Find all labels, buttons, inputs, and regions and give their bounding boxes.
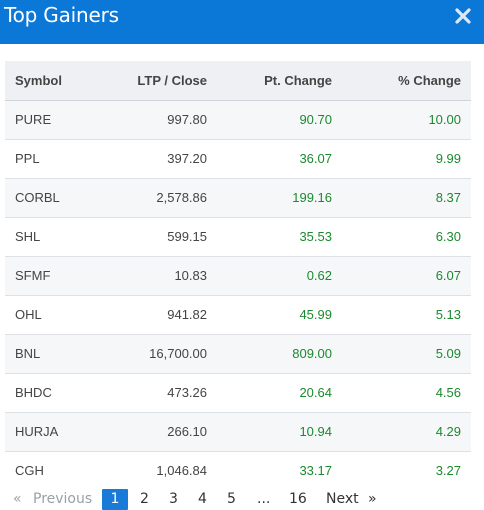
ltp-cell: 1,046.84 xyxy=(156,463,207,479)
close-icon[interactable] xyxy=(454,7,472,25)
table-row[interactable]: PURE 997.80 90.70 10.00 xyxy=(5,100,471,139)
pct-change-cell: 3.27 xyxy=(435,463,461,479)
pt-change-cell: 33.17 xyxy=(299,463,332,479)
first-page-button[interactable]: « xyxy=(13,491,22,507)
pct-change-cell: 5.09 xyxy=(435,346,461,361)
pct-change-cell: 9.99 xyxy=(435,151,461,166)
pt-change-cell: 10.94 xyxy=(299,424,332,439)
page-button-5[interactable]: 5 xyxy=(227,491,236,507)
pt-change-cell: 45.99 xyxy=(299,307,332,322)
ltp-cell: 941.82 xyxy=(167,307,207,322)
symbol-cell[interactable]: HURJA xyxy=(15,424,59,439)
pct-change-cell: 5.13 xyxy=(435,307,461,322)
table-row[interactable]: CORBL 2,578.86 199.16 8.37 xyxy=(5,178,471,217)
pagination-ellipsis: ... xyxy=(257,491,271,507)
table-row[interactable]: BHDC 473.26 20.64 4.56 xyxy=(5,373,471,412)
gainers-table-container: Symbol LTP / Close Pt. Change % Change P… xyxy=(5,61,471,490)
last-page-button[interactable]: » xyxy=(368,491,377,507)
modal-header: Top Gainers xyxy=(0,0,484,44)
column-header-symbol[interactable]: Symbol xyxy=(15,72,62,88)
table-row[interactable]: SHL 599.15 35.53 6.30 xyxy=(5,217,471,256)
ltp-cell: 599.15 xyxy=(167,229,207,244)
page-button-16[interactable]: 16 xyxy=(289,491,307,507)
page-button-1[interactable]: 1 xyxy=(102,489,128,510)
table-row[interactable]: CGH 1,046.84 33.17 3.27 xyxy=(5,451,471,490)
previous-page-button[interactable]: Previous xyxy=(33,491,93,507)
pt-change-cell: 35.53 xyxy=(299,229,332,244)
symbol-cell[interactable]: PURE xyxy=(15,112,52,127)
gainers-table: Symbol LTP / Close Pt. Change % Change P… xyxy=(5,61,471,490)
pt-change-cell: 20.64 xyxy=(299,385,332,400)
symbol-cell[interactable]: BHDC xyxy=(15,385,52,400)
table-row[interactable]: SFMF 10.83 0.62 6.07 xyxy=(5,256,471,295)
table-row[interactable]: OHL 941.82 45.99 5.13 xyxy=(5,295,471,334)
column-header-pt-change[interactable]: Pt. Change xyxy=(264,72,332,88)
table-row[interactable]: HURJA 266.10 10.94 4.29 xyxy=(5,412,471,451)
modal-title: Top Gainers xyxy=(4,3,119,27)
symbol-cell[interactable]: CGH xyxy=(15,463,44,479)
pct-change-cell: 6.07 xyxy=(435,268,461,283)
symbol-cell[interactable]: SHL xyxy=(15,229,41,244)
table-row[interactable]: BNL 16,700.00 809.00 5.09 xyxy=(5,334,471,373)
symbol-cell[interactable]: CORBL xyxy=(15,190,60,205)
pct-change-cell: 10.00 xyxy=(428,112,461,127)
next-page-button[interactable]: Next xyxy=(326,491,359,507)
ltp-cell: 2,578.86 xyxy=(156,190,207,205)
page-button-4[interactable]: 4 xyxy=(198,491,207,507)
ltp-cell: 266.10 xyxy=(167,424,207,439)
page-button-2[interactable]: 2 xyxy=(140,491,149,507)
table-header-row: Symbol LTP / Close Pt. Change % Change xyxy=(5,61,471,100)
symbol-cell[interactable]: OHL xyxy=(15,307,42,322)
pt-change-cell: 199.16 xyxy=(292,190,332,205)
ltp-cell: 473.26 xyxy=(167,385,207,400)
table-row[interactable]: PPL 397.20 36.07 9.99 xyxy=(5,139,471,178)
page-button-3[interactable]: 3 xyxy=(169,491,178,507)
column-header-pct-change[interactable]: % Change xyxy=(398,72,461,88)
pagination: « Previous 1 2 3 4 5 ... 16 Next » xyxy=(0,489,484,510)
ltp-cell: 10.83 xyxy=(174,268,207,283)
ltp-cell: 16,700.00 xyxy=(149,346,207,361)
pct-change-cell: 4.56 xyxy=(435,385,461,400)
symbol-cell[interactable]: SFMF xyxy=(15,268,51,283)
symbol-cell[interactable]: BNL xyxy=(15,346,41,361)
pt-change-cell: 90.70 xyxy=(299,112,332,127)
pct-change-cell: 6.30 xyxy=(435,229,461,244)
pt-change-cell: 0.62 xyxy=(306,268,332,283)
ltp-cell: 997.80 xyxy=(167,112,207,127)
pct-change-cell: 8.37 xyxy=(435,190,461,205)
pt-change-cell: 809.00 xyxy=(292,346,332,361)
column-header-ltp[interactable]: LTP / Close xyxy=(137,72,207,88)
pct-change-cell: 4.29 xyxy=(435,424,461,439)
ltp-cell: 397.20 xyxy=(167,151,207,166)
symbol-cell[interactable]: PPL xyxy=(15,151,40,166)
pt-change-cell: 36.07 xyxy=(299,151,332,166)
